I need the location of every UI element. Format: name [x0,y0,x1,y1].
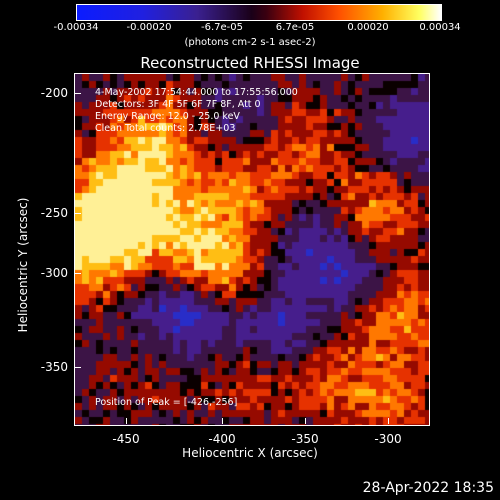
y-tickmark [75,367,81,368]
y-tick-label: -350 [40,360,68,374]
x-tick-label: -300 [374,432,402,446]
peak-position-annotation: Position of Peak = [-426,-256] [95,397,238,408]
y-tickmark [75,213,81,214]
y-tickmark [75,93,81,94]
colorbar-tick: 0.00020 [347,22,389,33]
x-tickmark [222,418,223,424]
x-axis-label: Heliocentric X (arcsec) [182,446,318,460]
x-tick-label: -350 [291,432,319,446]
colorbar-tick: -0.00020 [126,22,172,33]
x-tick-label: -450 [112,432,140,446]
colorbar [76,4,442,21]
y-tick-label: -300 [40,266,68,280]
clean-counts-annotation: Clean Total counts: 2.78E+03 [95,123,236,134]
image-plot: 4-May-2002 17:54:44.000 to 17:55:56.000 … [74,73,430,426]
colorbar-tick: 6.7e-05 [275,22,315,33]
y-tickmark [75,273,81,274]
y-axis-label: Heliocentric Y (arcsec) [16,197,30,333]
y-tick-label: -200 [40,86,68,100]
colorbar-tick: -6.7e-05 [201,22,243,33]
detectors-annotation: Detectors: 3F 4F 5F 6F 7F 8F, Att 0 [95,99,261,110]
rhessi-image-map [75,74,429,425]
x-tickmark [388,418,389,424]
energy-range-annotation: Energy Range: 12.0 - 25.0 keV [95,111,240,122]
colorbar-tick: 0.00034 [419,22,461,33]
plot-title: Reconstructed RHESSI Image [140,54,360,72]
x-tickmark [126,418,127,424]
time-range-annotation: 4-May-2002 17:54:44.000 to 17:55:56.000 [95,87,298,98]
y-tick-label: -250 [40,206,68,220]
colorbar-units: (photons cm-2 s-1 asec-2) [184,37,316,48]
colorbar-tick: -0.00034 [53,22,99,33]
x-tick-label: -400 [208,432,236,446]
x-tickmark [305,418,306,424]
plot-timestamp: 28-Apr-2022 18:35 [362,480,494,496]
